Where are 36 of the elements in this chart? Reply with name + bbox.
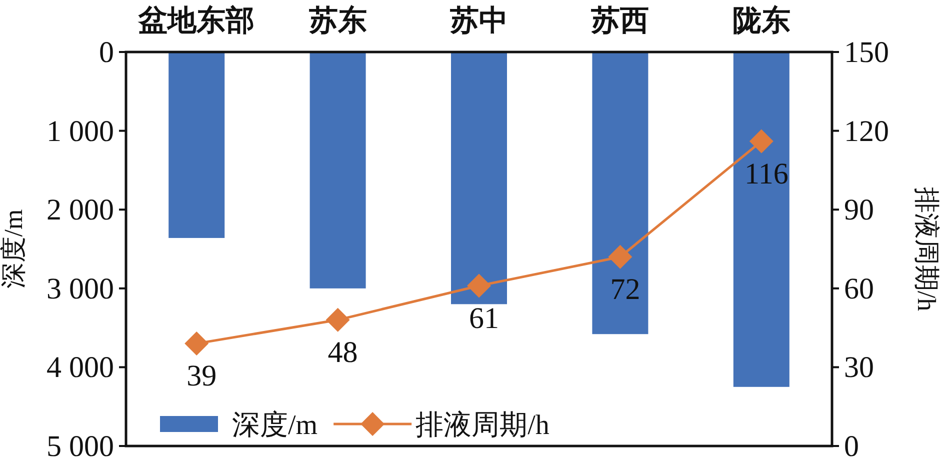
bar bbox=[310, 52, 366, 288]
data-label: 61 bbox=[469, 302, 499, 335]
point bbox=[326, 308, 350, 332]
x-tick-label: 盆地东部 bbox=[138, 4, 255, 37]
y2-tick-label: 0 bbox=[844, 430, 859, 461]
y-tick-label: 2 000 bbox=[46, 194, 114, 227]
data-label: 116 bbox=[744, 157, 788, 190]
y2-axis-title: 排液周期/h bbox=[912, 186, 940, 312]
y-axis-title: 深度/m bbox=[0, 209, 28, 289]
y-tick-label: 4 000 bbox=[46, 351, 114, 384]
x-tick-label: 苏中 bbox=[449, 5, 508, 37]
point bbox=[608, 244, 632, 269]
y2-tick-label: 90 bbox=[844, 194, 874, 227]
bar bbox=[592, 52, 648, 334]
x-tick-label: 苏东 bbox=[308, 4, 367, 37]
data-label: 48 bbox=[328, 336, 358, 369]
data-label: 39 bbox=[186, 360, 217, 393]
point bbox=[467, 274, 491, 298]
y2-tick-label: 150 bbox=[844, 36, 889, 69]
y-tick-label: 1 000 bbox=[46, 114, 114, 148]
bar bbox=[733, 52, 790, 387]
y-tick-label: 0 bbox=[99, 36, 114, 69]
data-label: 72 bbox=[610, 272, 640, 306]
point bbox=[184, 332, 209, 356]
point bbox=[749, 129, 774, 154]
y2-tick-label: 60 bbox=[844, 272, 874, 306]
bar bbox=[451, 52, 507, 304]
y-tick-label: 3 000 bbox=[46, 272, 114, 306]
y-tick-label: 5 000 bbox=[46, 430, 114, 461]
legend-label: 排液周期/h bbox=[416, 410, 550, 441]
legend-label: 深度/m bbox=[232, 410, 318, 441]
x-tick-label: 陇东 bbox=[732, 4, 790, 37]
y2-tick-label: 120 bbox=[844, 114, 889, 148]
x-tick-label: 苏西 bbox=[590, 5, 650, 37]
bar bbox=[168, 52, 225, 238]
y2-tick-label: 30 bbox=[844, 351, 874, 384]
